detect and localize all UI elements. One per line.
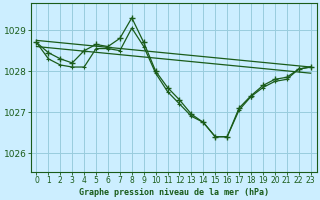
X-axis label: Graphe pression niveau de la mer (hPa): Graphe pression niveau de la mer (hPa) xyxy=(78,188,268,197)
